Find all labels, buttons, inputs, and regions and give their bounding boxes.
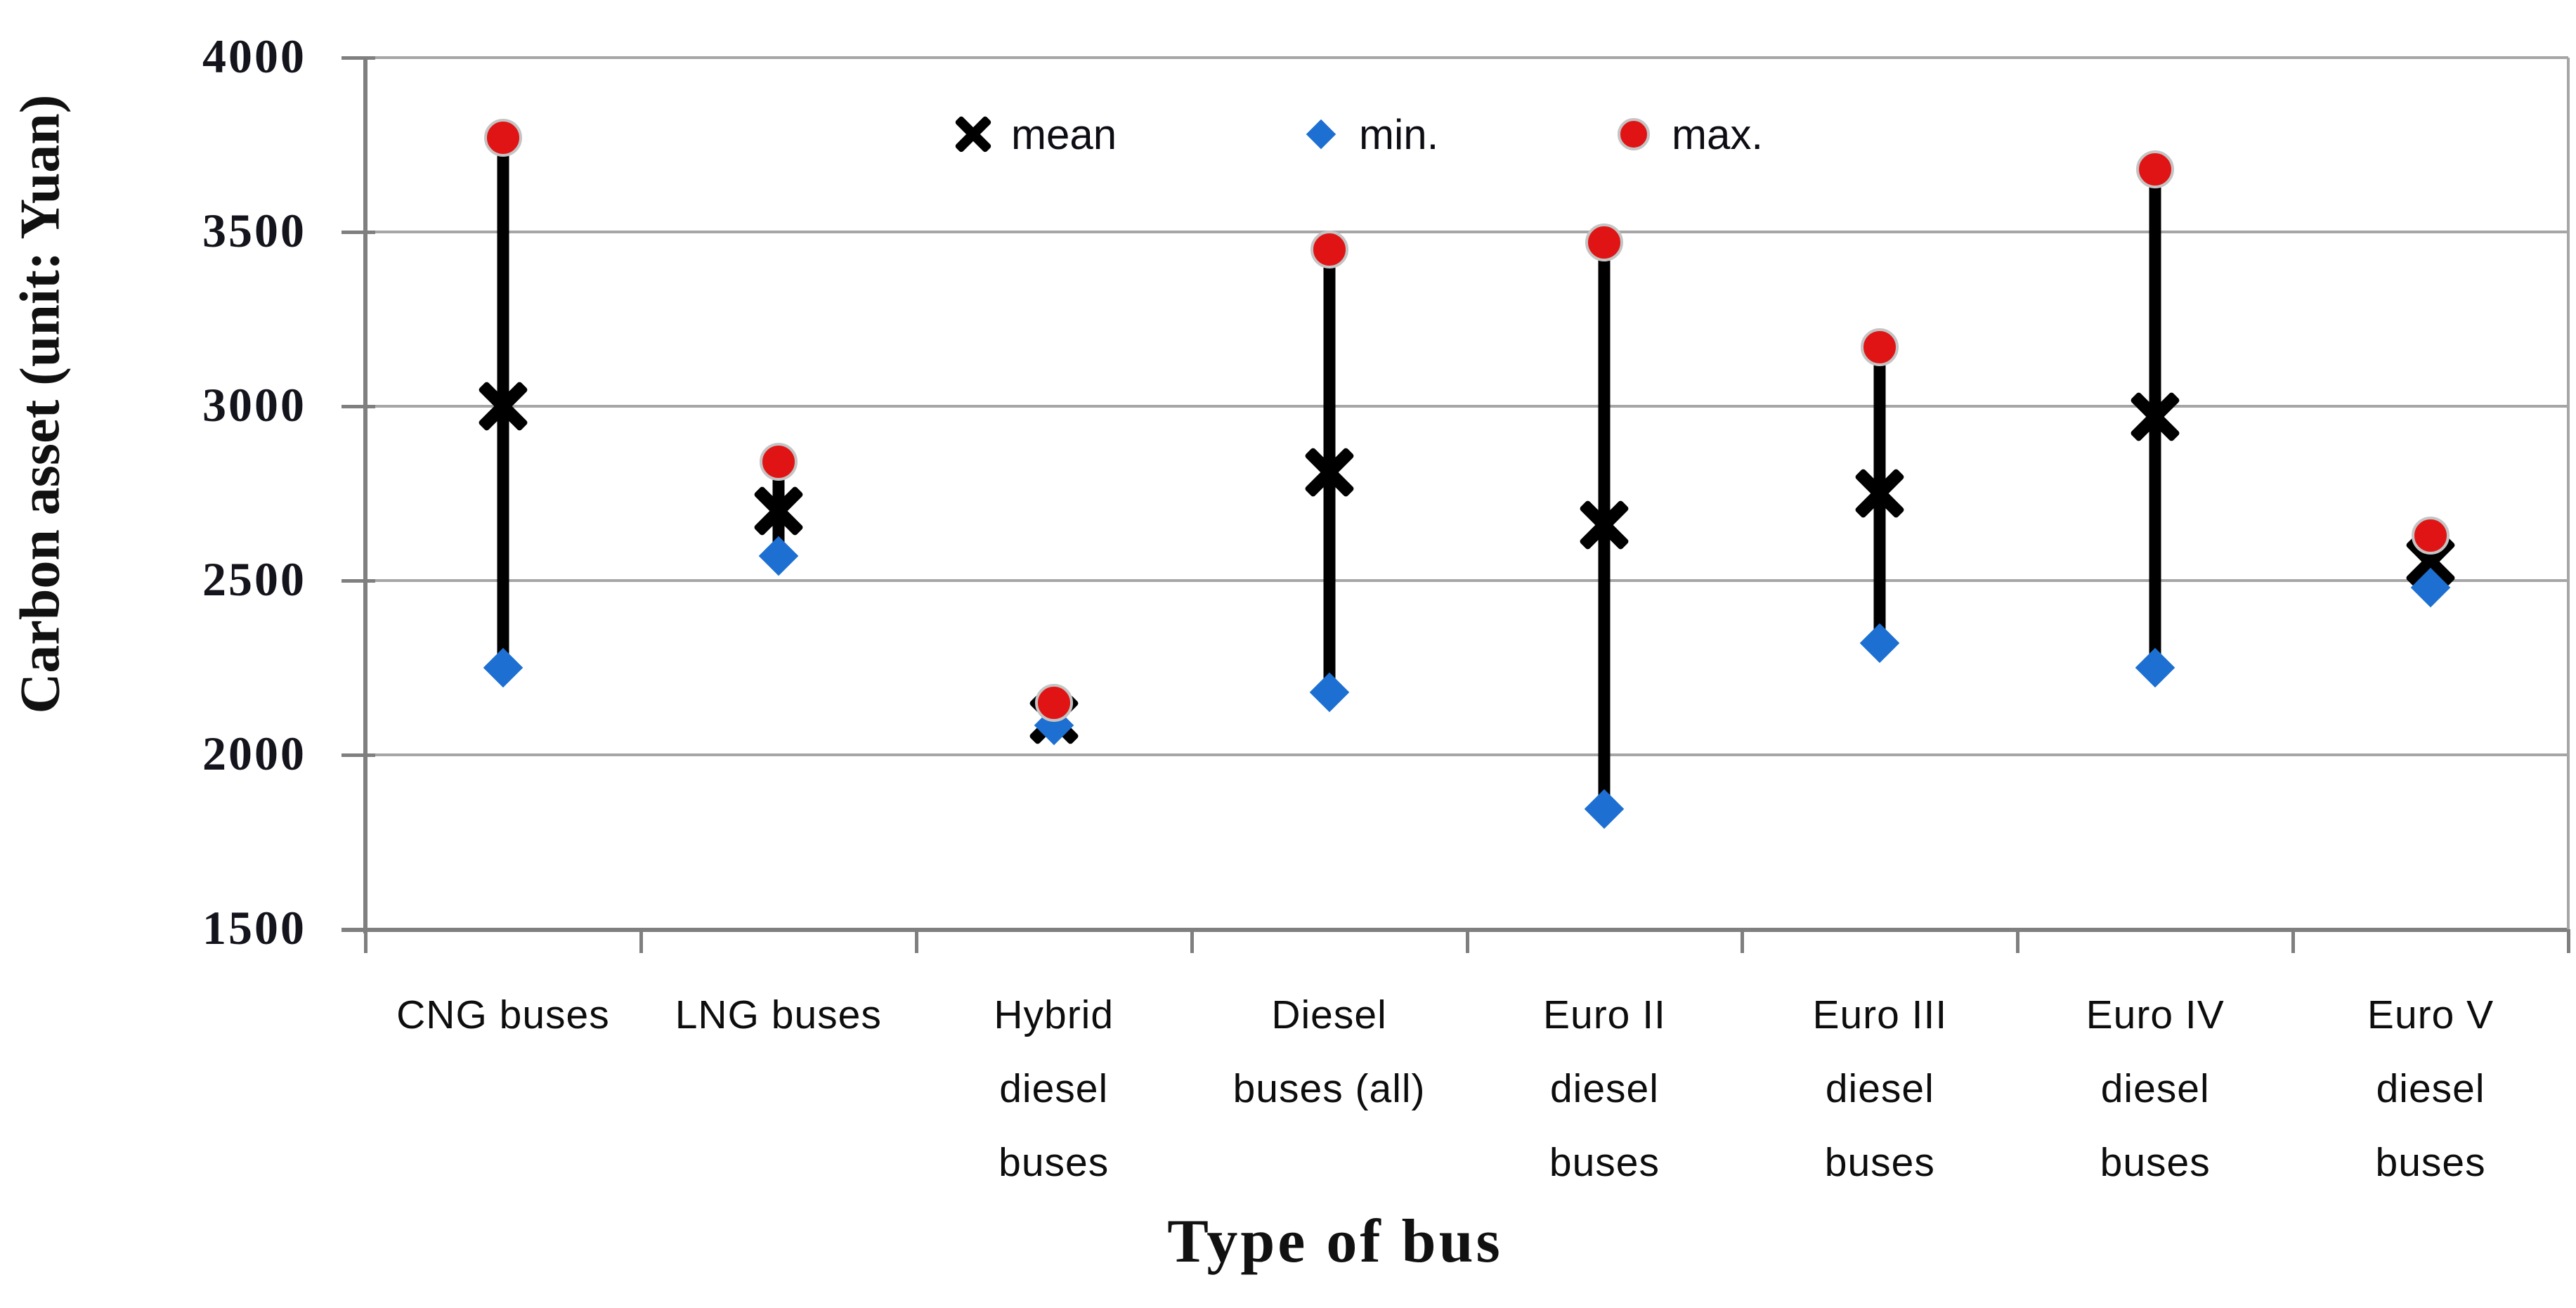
category-label-line: diesel (2100, 1066, 2210, 1111)
category-label-line: Euro IV (2086, 992, 2225, 1037)
category-label-line: buses (1549, 1140, 1660, 1185)
category-label-line: diesel (1549, 1066, 1659, 1111)
min-marker (758, 536, 799, 576)
y-tick-mark (341, 231, 375, 234)
gridline (365, 405, 2568, 408)
y-axis-title: Carbon asset (unit: Yuan) (9, 94, 72, 714)
category-label-line: buses (2375, 1140, 2486, 1185)
x-tick-mark (639, 929, 643, 953)
plot-top-border (365, 56, 2568, 59)
category-label-line: Euro III (1812, 992, 1948, 1037)
diamond-glyph (1306, 119, 1336, 150)
diamond-icon (1300, 113, 1342, 155)
category-label-line: Hybrid (994, 992, 1114, 1037)
y-tick-label: 3500 (202, 204, 306, 257)
legend-item-max: max. (1613, 110, 1763, 159)
min-marker (1585, 789, 1625, 829)
max-marker (1034, 683, 1073, 722)
x-tick-mark (2567, 929, 2570, 953)
gridline (365, 231, 2568, 233)
category-label-line: diesel (999, 1066, 1109, 1111)
circle-glyph (1618, 118, 1650, 150)
gridline (365, 579, 2568, 582)
min-marker (1860, 623, 1900, 663)
legend-item-min: min. (1300, 110, 1438, 159)
max-marker (483, 119, 522, 157)
category-label-line: buses (998, 1140, 1110, 1185)
legend-label: max. (1672, 110, 1764, 158)
category-label: Euro II diesel buses (1443, 978, 1766, 1200)
category-label: Diesel buses (all) (1168, 978, 1491, 1126)
category-label-line: buses (all) (1232, 1066, 1426, 1111)
y-tick-label: 4000 (202, 30, 306, 83)
category-label: Hybrid diesel buses (892, 978, 1216, 1200)
y-tick-mark (341, 56, 375, 60)
y-tick-mark (341, 753, 375, 757)
category-label: Euro V diesel buses (2269, 978, 2576, 1200)
x-tick-mark (914, 929, 918, 953)
y-axis-line (363, 58, 367, 933)
x-tick-mark (1190, 929, 1194, 953)
category-label-line: CNG buses (396, 992, 610, 1037)
x-axis-line (341, 928, 2568, 932)
category-label-line: Euro II (1542, 992, 1666, 1037)
y-tick-mark (341, 579, 375, 583)
category-label: Euro III diesel buses (1718, 978, 2041, 1200)
x-cross-icon (952, 113, 994, 155)
y-tick-label: 3000 (202, 378, 306, 432)
y-tick-label: 1500 (202, 901, 306, 954)
x-tick-mark (364, 929, 367, 953)
max-marker (2136, 150, 2175, 188)
max-marker (2412, 516, 2450, 555)
min-marker (1309, 672, 1349, 713)
circle-icon (1613, 113, 1655, 155)
max-marker (1585, 223, 1624, 261)
category-label-line: LNG buses (675, 992, 882, 1037)
y-tick-label: 2500 (202, 552, 306, 606)
category-label-line: diesel (1825, 1066, 1934, 1111)
category-label-line: Euro V (2367, 992, 2494, 1037)
category-label: LNG buses (617, 978, 940, 1052)
x-axis-title: Type of bus (1167, 1207, 1503, 1276)
category-label-line: diesel (2376, 1066, 2485, 1111)
y-tick-mark (341, 405, 375, 408)
max-marker (1861, 328, 1899, 366)
y-tick-label: 2000 (202, 727, 306, 780)
legend-label: mean (1011, 110, 1117, 158)
min-marker (2135, 647, 2175, 688)
legend-item-mean: mean (952, 110, 1117, 159)
max-marker (759, 443, 798, 481)
gridline (365, 753, 2568, 756)
x-tick-mark (2016, 929, 2020, 953)
category-label-line: buses (1824, 1140, 1935, 1185)
plot-right-border (2567, 58, 2570, 929)
x-tick-mark (1741, 929, 1745, 953)
x-tick-mark (2291, 929, 2296, 953)
min-marker (483, 647, 523, 688)
category-label-line: Diesel (1271, 992, 1387, 1037)
category-label: CNG buses (341, 978, 665, 1052)
max-marker (1310, 230, 1348, 268)
x-tick-mark (1465, 929, 1469, 953)
legend-label: min. (1359, 110, 1439, 158)
category-label: Euro IV diesel buses (1993, 978, 2317, 1200)
category-label-line: buses (2100, 1140, 2211, 1185)
